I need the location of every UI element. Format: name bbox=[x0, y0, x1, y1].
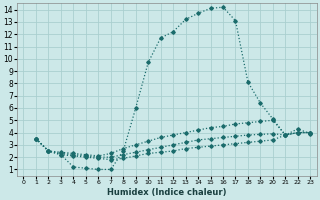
X-axis label: Humidex (Indice chaleur): Humidex (Indice chaleur) bbox=[107, 188, 227, 197]
